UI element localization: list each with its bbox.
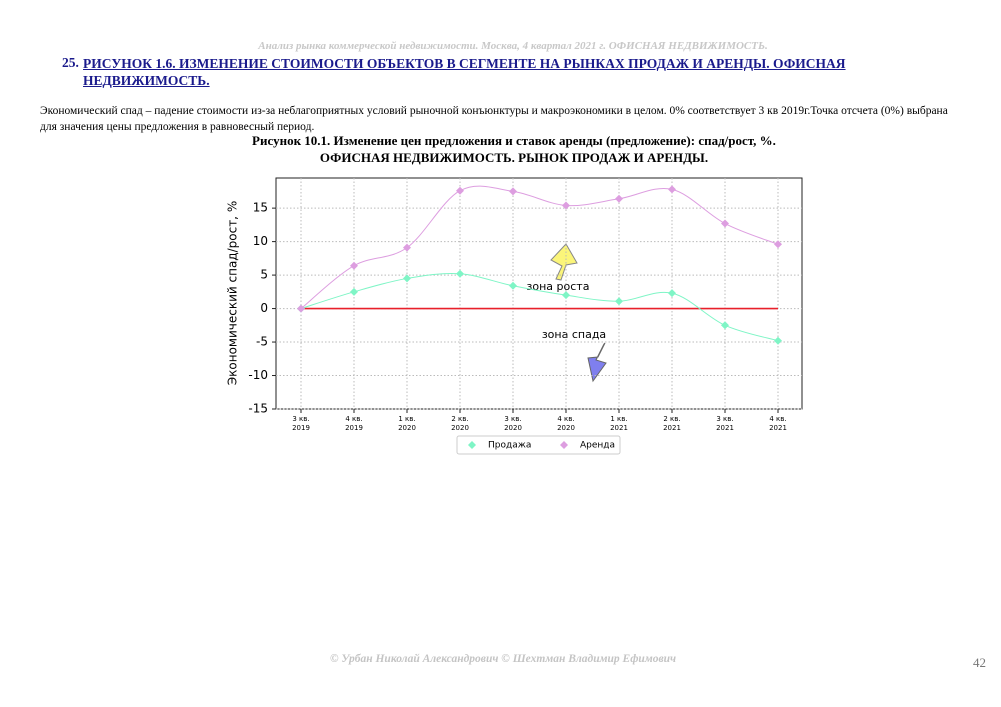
x-tick-label: 1 кв. 2021: [610, 415, 628, 432]
footer: © Урбан Николай Александрович © Шехтман …: [329, 653, 677, 665]
caption: ОФИСНАЯ НЕДВИЖИМОСТЬ. РЫНОК ПРОДАЖ И АРЕ…: [319, 150, 709, 165]
x-tick-label: 4 кв. 2019: [345, 415, 363, 432]
legend-label: Аренда: [580, 441, 615, 451]
paragraph: Экономический спад – падение стоимости и…: [40, 105, 948, 133]
x-tick-label: 1 кв. 2020: [398, 415, 416, 432]
marker: [668, 289, 676, 298]
legend-label: Продажа: [488, 441, 531, 451]
y-tick-label: -10: [248, 368, 268, 382]
marker: [509, 187, 517, 196]
marker: [297, 304, 305, 313]
marker: [350, 287, 358, 296]
heading-number: 25.: [62, 55, 79, 70]
y-tick-label: 0: [260, 301, 268, 315]
marker: [350, 261, 358, 270]
marker: [721, 321, 729, 330]
running-title: Анализ рынка коммерческой недвижимости. …: [258, 40, 768, 52]
marker: [668, 185, 676, 194]
series-line: [300, 272, 779, 342]
marker: [615, 194, 623, 203]
x-tick-label: 3 кв. 2020: [504, 415, 522, 432]
legend-marker: [468, 441, 476, 449]
x-tick-label: 3 кв. 2019: [292, 415, 310, 432]
annotation: зона спада: [542, 328, 606, 341]
y-tick-label: -5: [256, 335, 268, 349]
marker: [615, 297, 623, 306]
legend-marker: [560, 441, 568, 449]
marker: [774, 336, 782, 345]
arrow-up: [550, 243, 578, 281]
annotation: зона роста: [527, 280, 590, 293]
arrow-down: [587, 342, 607, 383]
marker: [456, 186, 464, 195]
x-tick-label: 3 кв. 2021: [716, 415, 734, 432]
marker: [403, 243, 411, 252]
y-tick-label: 10: [253, 234, 268, 248]
legend: [456, 435, 621, 455]
page-number: 42: [973, 655, 986, 670]
series-line: [300, 185, 779, 309]
y-tick-label: 15: [253, 201, 268, 215]
x-tick-label: 4 кв. 2020: [557, 415, 575, 432]
caption: Рисунок 10.1. Изменение цен предложения …: [252, 133, 776, 148]
y-tick-label: -15: [248, 402, 268, 416]
marker: [509, 281, 517, 290]
heading[interactable]: РИСУНОК 1.6. ИЗМЕНЕНИЕ СТОИМОСТИ ОБЪЕКТО…: [83, 56, 846, 88]
x-tick-label: 4 кв. 2021: [769, 415, 787, 432]
y-axis-label: Экономический спад/рост, %: [226, 201, 240, 385]
marker: [403, 274, 411, 283]
x-tick-label: 2 кв. 2021: [663, 415, 681, 432]
marker: [562, 201, 570, 210]
y-tick-label: 5: [260, 268, 268, 282]
marker: [456, 269, 464, 278]
x-tick-label: 2 кв. 2020: [451, 415, 469, 432]
marker: [721, 219, 729, 228]
marker: [774, 240, 782, 249]
marker: [562, 291, 570, 300]
